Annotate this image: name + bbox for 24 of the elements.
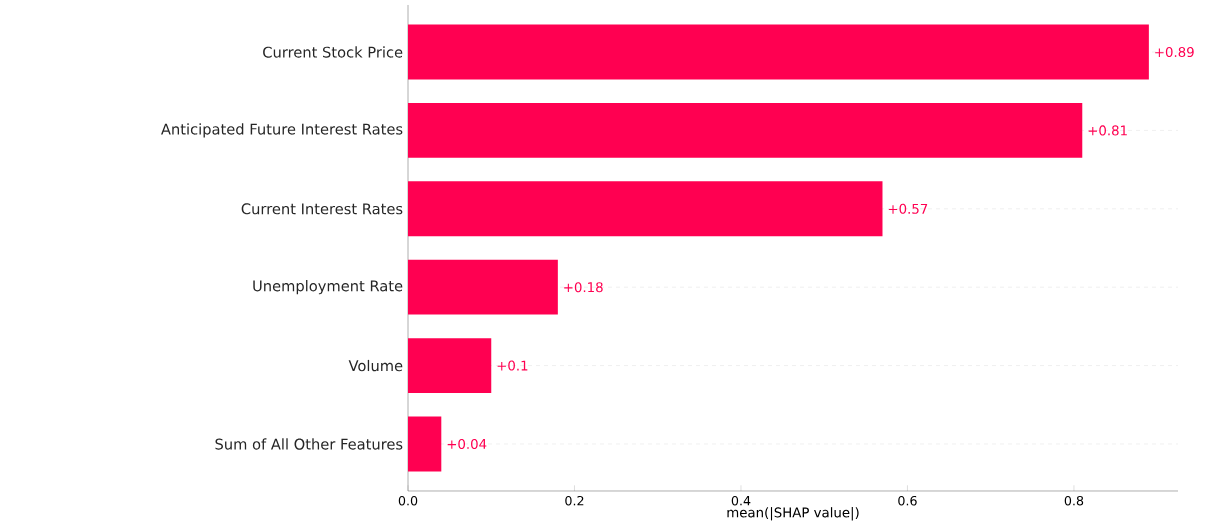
x-tick-label: 0.8 [1064, 495, 1084, 506]
bar [408, 338, 492, 394]
y-tick-label: Volume [348, 359, 403, 372]
y-tick-label: Sum of All Other Features [215, 438, 403, 450]
data-label: +0.04 [447, 438, 487, 449]
data-label: +0.18 [564, 282, 603, 293]
data-label: +0.81 [1088, 125, 1127, 136]
data-label: +0.57 [888, 203, 928, 214]
x-tick-label: 0.6 [898, 495, 917, 506]
x-axis-title: mean(|SHAP value|) [727, 507, 859, 521]
y-tick-label: Current Stock Price [263, 46, 403, 58]
y-tick-label: Unemployment Rate [253, 280, 403, 295]
bar [408, 102, 1083, 158]
y-tick-label: Anticipated Future Interest Rates [161, 123, 403, 138]
data-label: +0.89 [1155, 46, 1194, 58]
bar [408, 24, 1149, 80]
bar [408, 181, 883, 237]
y-tick-label: Current Interest Rates [241, 203, 403, 215]
data-label: +0.1 [497, 360, 528, 371]
bar [408, 259, 558, 315]
bar [408, 416, 442, 472]
x-tick-label: 0.4 [731, 495, 751, 506]
x-tick-label: 0.2 [565, 495, 584, 506]
x-tick-label: 0.0 [398, 495, 418, 506]
